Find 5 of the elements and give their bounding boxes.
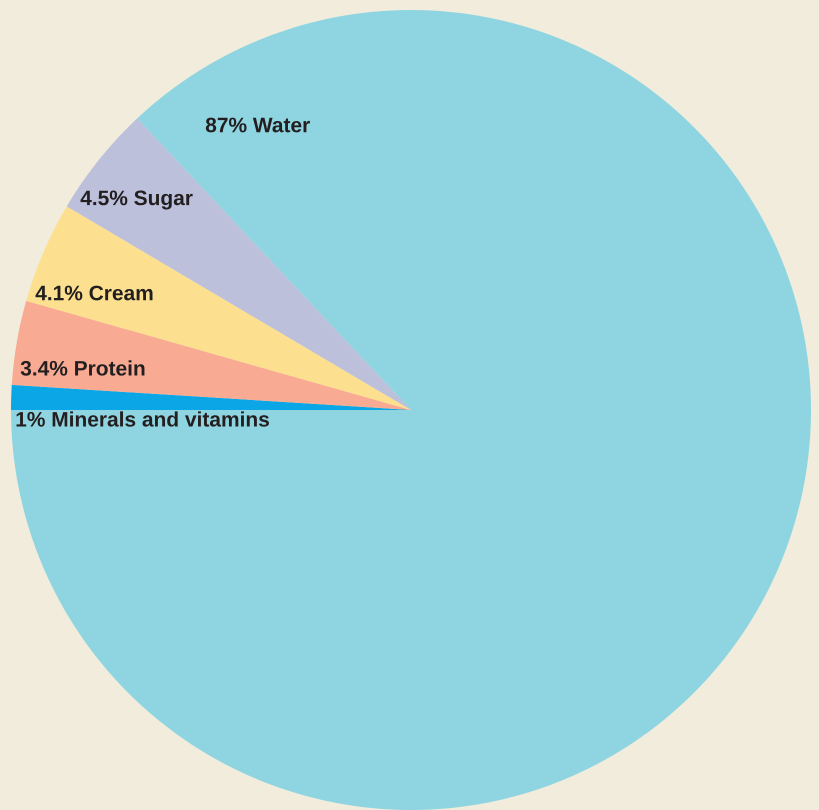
slice-label: 4.1% Cream — [36, 286, 152, 300]
slice-label: 3.4% Protein — [20, 360, 144, 376]
slice-label: 87% Water — [206, 118, 310, 132]
slice-label: 4.5% Sugar — [80, 190, 193, 210]
slice-label: 1% Minerals and vitamins — [16, 411, 269, 427]
